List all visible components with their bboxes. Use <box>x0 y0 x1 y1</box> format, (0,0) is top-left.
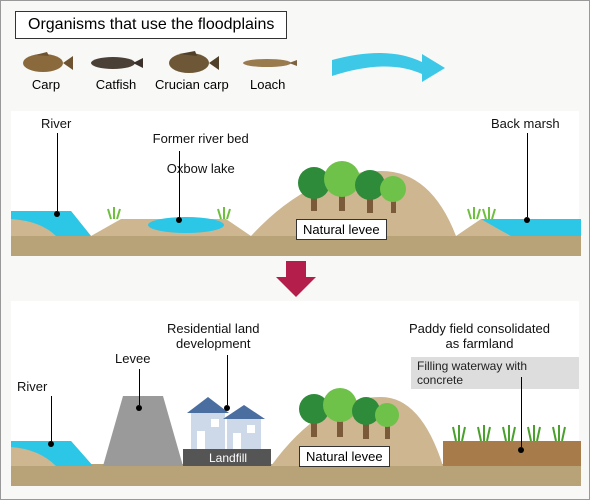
catfish-icon <box>85 49 147 77</box>
label-landfill: Landfill <box>203 449 253 467</box>
carp-icon <box>15 49 77 77</box>
fish-crucian: Crucian carp <box>155 49 229 92</box>
fish-row: Carp Catfish Crucian carp <box>15 49 575 92</box>
pointer-dot <box>54 211 60 217</box>
pointer-line <box>527 133 528 217</box>
pointer-line <box>227 355 228 405</box>
diagram-canvas: Organisms that use the floodplains Carp … <box>0 0 590 500</box>
fish-label: Catfish <box>96 77 136 92</box>
pointer-dot <box>48 441 54 447</box>
fish-loach: Loach <box>237 49 299 92</box>
fish-label: Crucian carp <box>155 77 229 92</box>
pointer-line <box>51 396 52 441</box>
label-natural-levee-box: Natural levee <box>296 219 387 240</box>
pointer-dot <box>136 405 142 411</box>
scene-after: River Levee Residential land development… <box>11 301 579 486</box>
label-natural-levee2: Natural levee <box>299 446 390 467</box>
label-back-marsh: Back marsh <box>491 116 560 131</box>
label-residential: Residential land development <box>167 321 260 351</box>
fish-label: Carp <box>32 77 60 92</box>
fish-label: Loach <box>250 77 285 92</box>
pointer-line <box>57 133 58 211</box>
pointer-line <box>179 151 180 217</box>
label-paddy: Paddy field consolidated as farmland <box>409 321 550 351</box>
transition-arrow-icon <box>276 261 316 302</box>
scene-before: River Former river bed Oxbow lake Natura… <box>11 111 579 256</box>
crucian-icon <box>161 49 223 77</box>
diagram-title: Organisms that use the floodplains <box>15 11 287 39</box>
pointer-line <box>521 377 522 447</box>
label-levee: Levee <box>115 351 150 366</box>
label-river: River <box>41 116 71 131</box>
pointer-line <box>139 369 140 405</box>
pointer-dot <box>524 217 530 223</box>
pointer-dot <box>176 217 182 223</box>
loach-icon <box>237 49 299 77</box>
fish-carp: Carp <box>15 49 77 92</box>
label-concrete: Filling waterway with concrete <box>411 357 579 389</box>
label-river2: River <box>17 379 47 394</box>
fish-catfish: Catfish <box>85 49 147 92</box>
pointer-dot <box>224 405 230 411</box>
flow-arrow-icon <box>327 50 447 91</box>
pointer-dot <box>518 447 524 453</box>
label-former-oxbow: Former river bed Oxbow lake <box>131 116 249 191</box>
